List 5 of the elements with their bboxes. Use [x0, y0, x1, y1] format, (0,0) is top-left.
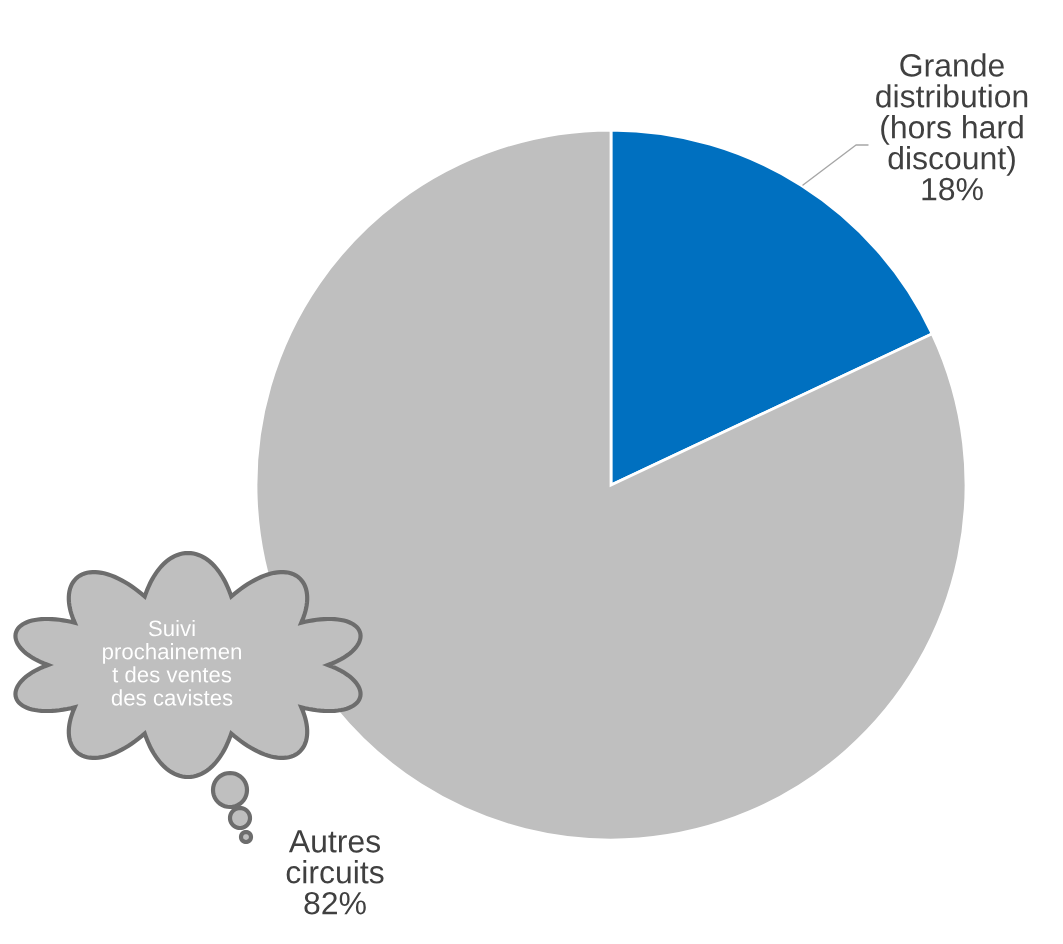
data-label: 82%	[304, 891, 366, 915]
data-label: 18%	[922, 177, 983, 201]
legend-label: Autres circuits	[286, 830, 384, 884]
text: Suivi prochainemen t des ventes des cavistes	[103, 619, 241, 706]
slice-label: Grande distribution (hors hard discount)	[876, 53, 1028, 176]
